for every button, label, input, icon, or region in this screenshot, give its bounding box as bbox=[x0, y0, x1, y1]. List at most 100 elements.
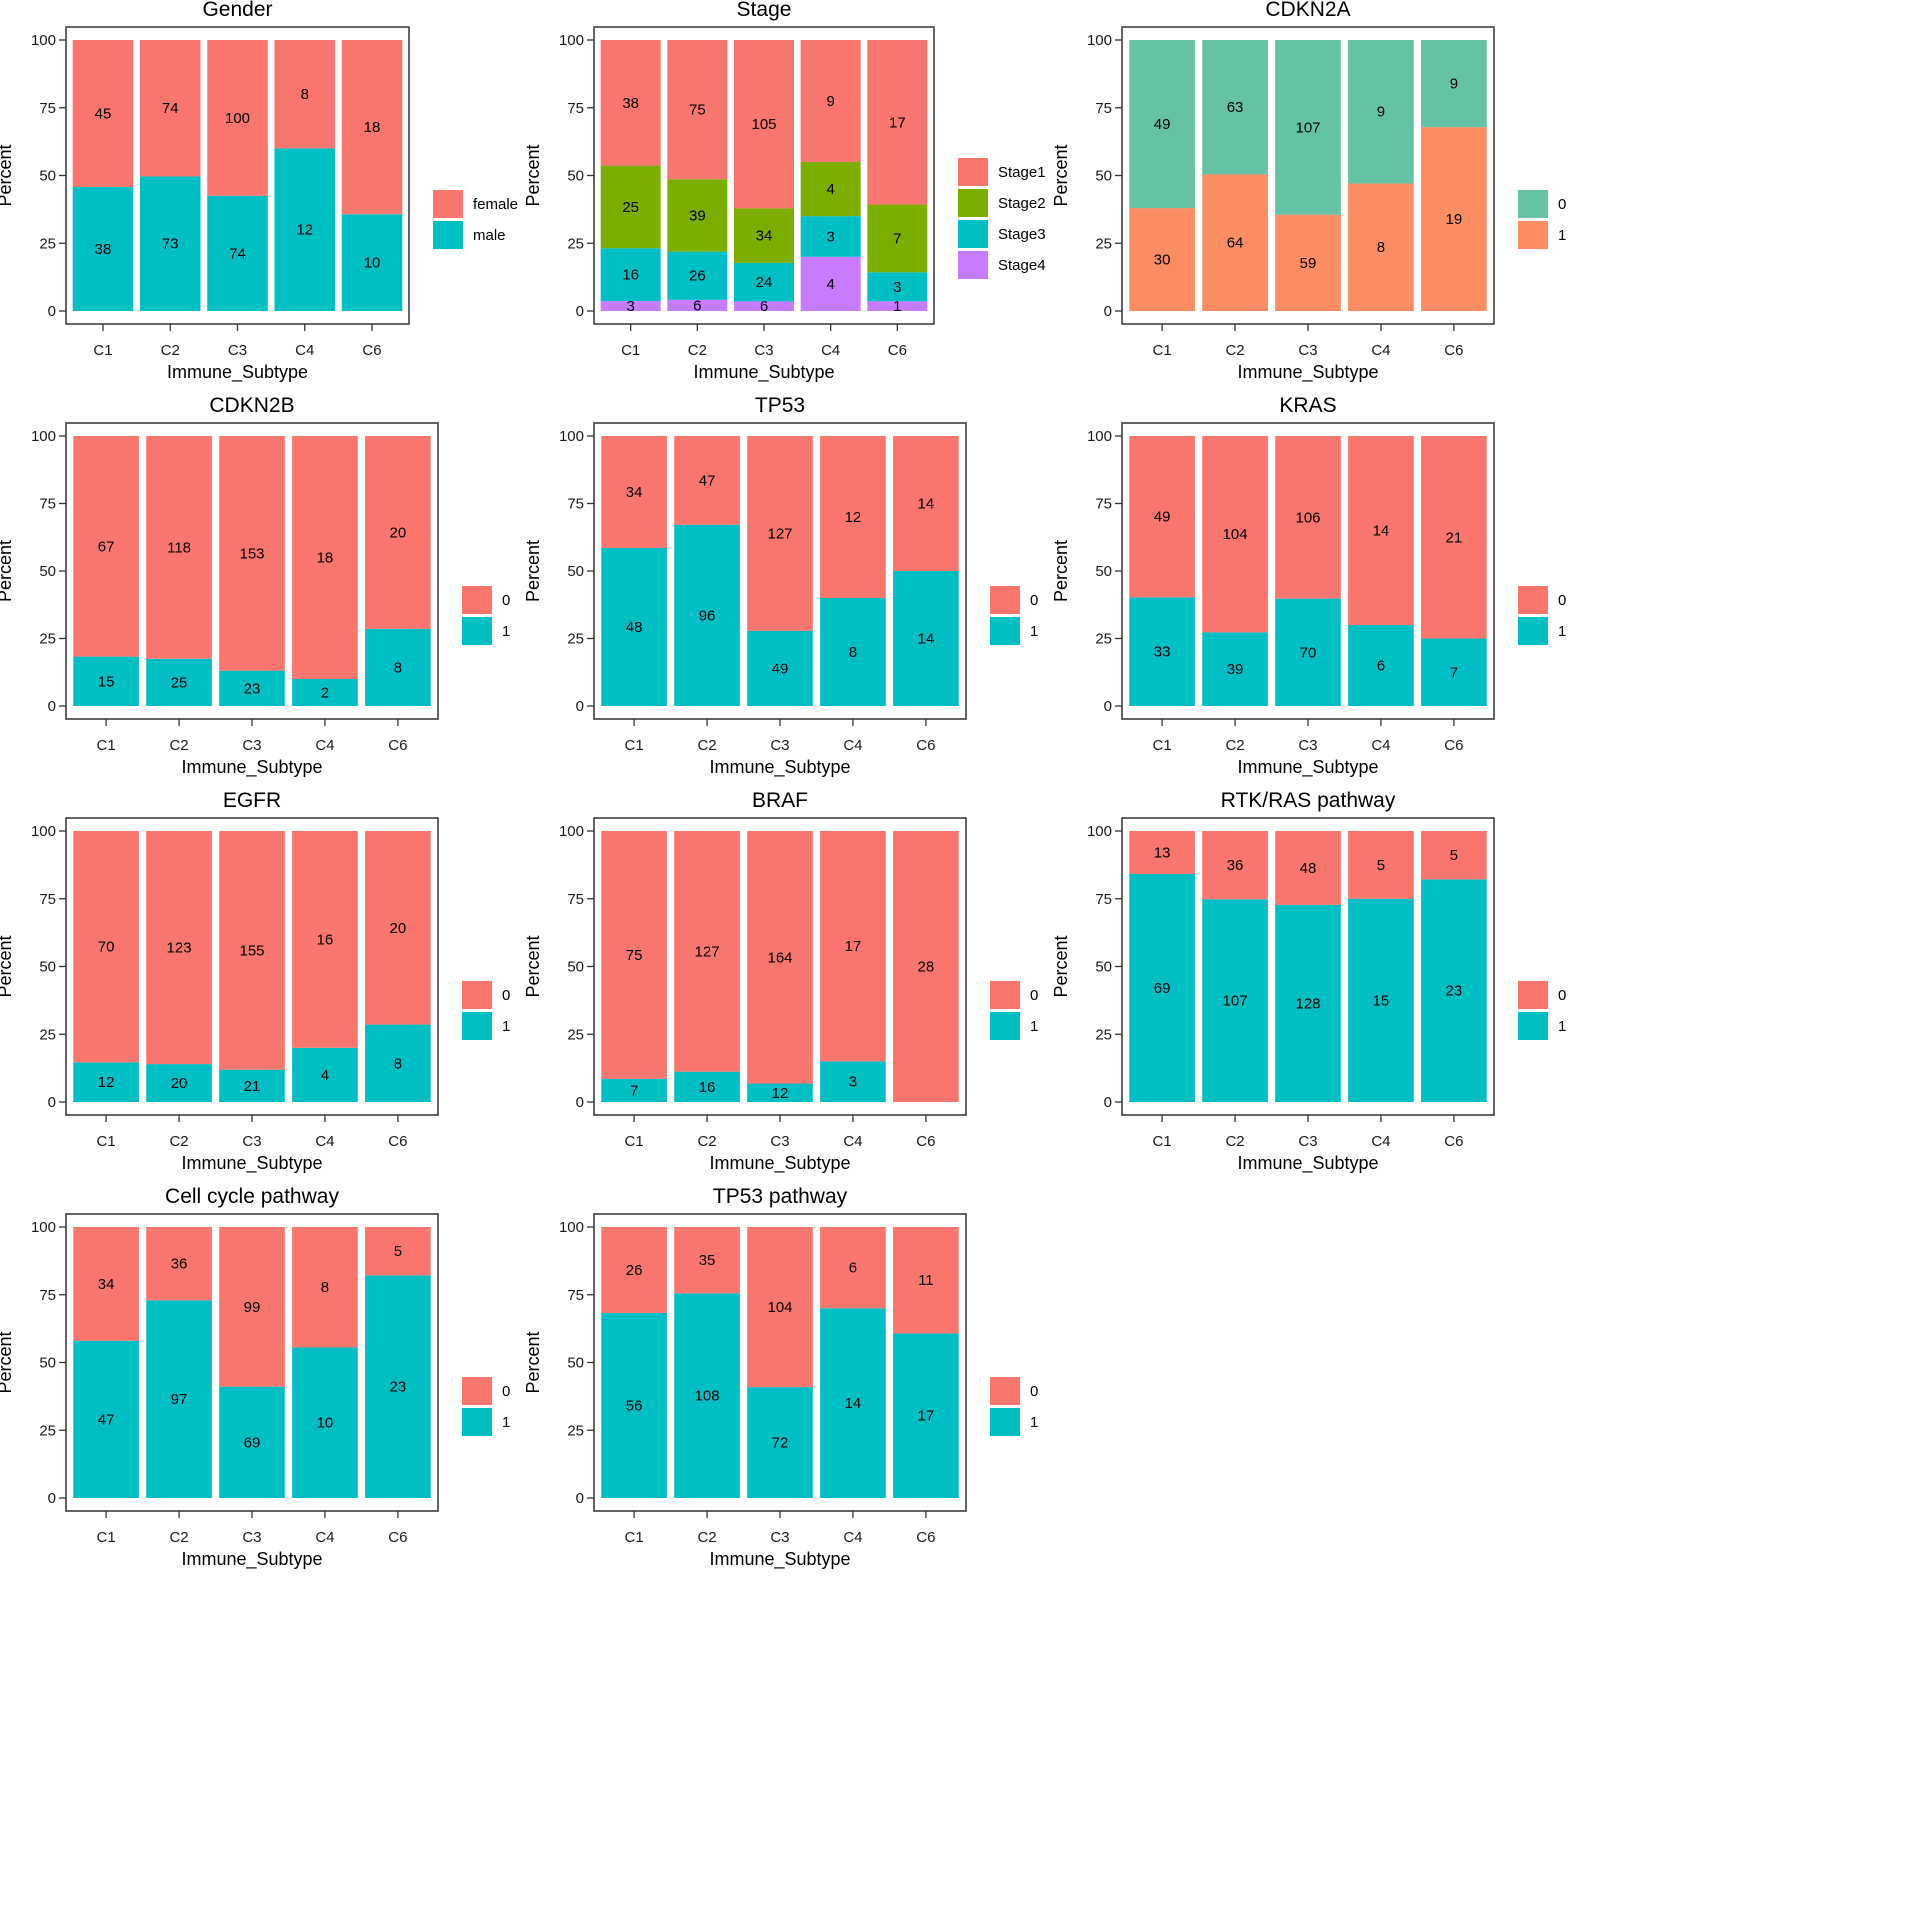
bar-c3-0 bbox=[747, 1227, 813, 1388]
bar-c4-1 bbox=[820, 1308, 886, 1498]
data-label: 12 bbox=[296, 222, 313, 239]
data-label: 20 bbox=[390, 920, 407, 937]
data-label: 104 bbox=[767, 1299, 792, 1316]
data-label: 25 bbox=[622, 199, 639, 216]
data-label: 3 bbox=[626, 298, 634, 315]
bar-c4-1 bbox=[292, 679, 358, 706]
bar-c2-male bbox=[139, 176, 201, 311]
bar-c3-1 bbox=[219, 1386, 285, 1498]
data-label: 23 bbox=[1446, 983, 1463, 1000]
data-label: 8 bbox=[301, 86, 309, 103]
bar-c3-1 bbox=[1275, 598, 1341, 706]
bar-c1-1 bbox=[601, 1312, 667, 1498]
bar-c2-stage3 bbox=[667, 251, 728, 300]
data-label: 12 bbox=[772, 1085, 789, 1102]
legend-label: 0 bbox=[1030, 987, 1038, 1004]
x-tick-label: C6 bbox=[916, 1529, 935, 1546]
data-label: 28 bbox=[918, 959, 935, 976]
bar-c2-1 bbox=[146, 658, 212, 706]
y-axis-title: Percent bbox=[1051, 144, 1071, 206]
y-tick-label: 75 bbox=[1095, 100, 1112, 117]
x-tick-label: C6 bbox=[888, 342, 907, 359]
y-tick-label: 100 bbox=[1087, 428, 1112, 445]
y-tick-label: 25 bbox=[1095, 631, 1112, 648]
legend: 01 bbox=[990, 1377, 1038, 1436]
legend-key-1 bbox=[990, 1012, 1020, 1040]
data-label: 105 bbox=[751, 116, 776, 133]
legend: female male bbox=[433, 190, 518, 249]
data-label: 8 bbox=[1377, 239, 1385, 256]
x-tick-label: C1 bbox=[621, 342, 640, 359]
legend-key-1 bbox=[462, 1012, 492, 1040]
data-label: 13 bbox=[1154, 844, 1171, 861]
data-label: 5 bbox=[394, 1243, 402, 1260]
legend-key-0 bbox=[990, 1377, 1020, 1405]
bar-c4-0 bbox=[1348, 40, 1414, 184]
bar-c6-0 bbox=[893, 436, 959, 571]
y-tick-label: 50 bbox=[567, 563, 584, 580]
bar-c6-0 bbox=[365, 436, 431, 629]
data-label: 33 bbox=[1154, 644, 1171, 661]
y-tick-label: 100 bbox=[559, 1219, 584, 1236]
panel-title: Gender bbox=[202, 0, 272, 21]
bar-c1-1 bbox=[73, 1062, 139, 1102]
x-tick-label: C3 bbox=[242, 1133, 261, 1150]
bar-c6-1 bbox=[1421, 879, 1487, 1102]
legend: 01 bbox=[1518, 981, 1566, 1040]
bar-c4-0 bbox=[292, 436, 358, 679]
data-label: 17 bbox=[845, 938, 862, 955]
data-label: 11 bbox=[918, 1272, 934, 1289]
bar-c1-stage3 bbox=[600, 248, 661, 302]
bar-c3-0 bbox=[219, 436, 285, 671]
panel-title: RTK/RAS pathway bbox=[1221, 789, 1396, 812]
data-label: 127 bbox=[767, 525, 792, 542]
bar-c3-0 bbox=[1275, 40, 1341, 215]
y-axis-title: Percent bbox=[1051, 540, 1071, 602]
bar-c1-0 bbox=[1129, 831, 1195, 874]
y-axis-title: Percent bbox=[523, 540, 543, 602]
bar-c1-1 bbox=[1129, 597, 1195, 706]
bar-c2-1 bbox=[1202, 632, 1268, 706]
data-label: 155 bbox=[239, 942, 264, 959]
data-label: 15 bbox=[98, 673, 115, 690]
y-axis-title: Percent bbox=[1051, 935, 1071, 997]
data-label: 4 bbox=[826, 181, 834, 198]
x-axis-title: Immune_Subtype bbox=[709, 757, 850, 778]
data-label: 24 bbox=[756, 274, 773, 291]
data-label: 47 bbox=[98, 1411, 115, 1428]
x-tick-label: C4 bbox=[843, 737, 862, 754]
bar-c6-1 bbox=[365, 1024, 431, 1102]
data-label: 34 bbox=[98, 1276, 115, 1293]
x-tick-label: C6 bbox=[916, 1133, 935, 1150]
data-label: 107 bbox=[1223, 993, 1248, 1010]
data-label: 39 bbox=[1227, 661, 1244, 678]
bar-c3-1 bbox=[1275, 904, 1341, 1102]
data-label: 69 bbox=[1154, 980, 1171, 997]
y-tick-label: 100 bbox=[1087, 823, 1112, 840]
y-tick-label: 0 bbox=[48, 303, 56, 320]
bar-c2-1 bbox=[674, 1071, 740, 1102]
panel-cdkn2b: CDKN2B0255075100Percent1567C125118C22315… bbox=[0, 394, 510, 778]
bar-c2-0 bbox=[1202, 40, 1268, 175]
legend: 01 bbox=[990, 981, 1038, 1040]
data-label: 9 bbox=[1377, 104, 1385, 121]
bar-c4-female bbox=[274, 40, 336, 149]
x-tick-label: C2 bbox=[688, 342, 707, 359]
x-tick-label: C4 bbox=[315, 737, 334, 754]
bar-c4-0 bbox=[820, 436, 886, 598]
x-tick-label: C4 bbox=[843, 1529, 862, 1546]
data-label: 34 bbox=[756, 228, 773, 245]
legend-label: 1 bbox=[1030, 1018, 1038, 1035]
bar-c2-0 bbox=[674, 1227, 740, 1294]
bar-c1-male bbox=[72, 186, 134, 311]
data-label: 45 bbox=[95, 105, 112, 122]
data-label: 36 bbox=[1227, 857, 1244, 874]
y-tick-label: 25 bbox=[39, 1026, 56, 1043]
data-label: 47 bbox=[699, 472, 716, 489]
x-axis-title: Immune_Subtype bbox=[167, 362, 308, 383]
bar-c4-1 bbox=[292, 1047, 358, 1102]
bar-c4-1 bbox=[820, 1061, 886, 1102]
x-axis-title: Immune_Subtype bbox=[1237, 1153, 1378, 1174]
data-label: 107 bbox=[1295, 119, 1320, 136]
y-tick-label: 50 bbox=[1095, 563, 1112, 580]
